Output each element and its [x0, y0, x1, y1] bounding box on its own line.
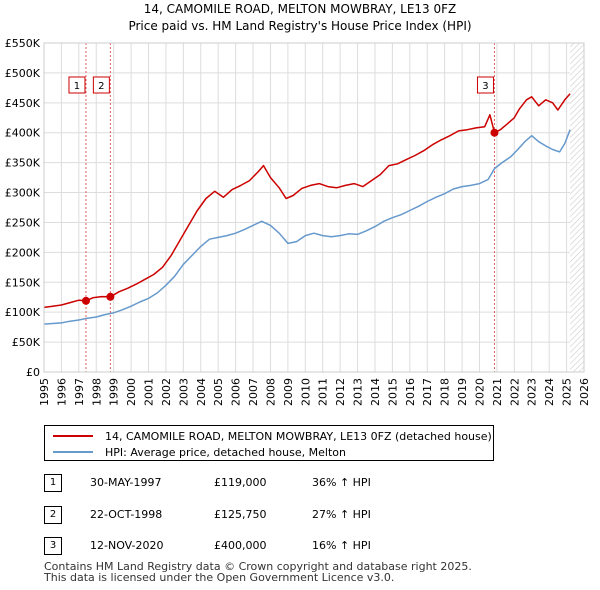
- footer: Contains HM Land Registry data © Crown c…: [44, 561, 472, 583]
- x-tick-label: 2010: [299, 378, 312, 406]
- x-tick-label: 2004: [195, 378, 208, 406]
- x-tick-label: 2013: [352, 378, 365, 406]
- forecast-hatch: [570, 43, 584, 372]
- sale-label-box: [92, 76, 110, 94]
- x-tick-label: 2011: [317, 378, 330, 406]
- footer-licence: This data is licensed under the Open Gov…: [44, 571, 395, 584]
- sale-price: £125,750: [214, 508, 267, 521]
- y-tick-label: £50K: [12, 336, 41, 349]
- x-tick-label: 2018: [439, 378, 452, 406]
- x-tick-label: 2017: [421, 378, 434, 406]
- sale-row: 2 22-OCT-1998 £125,750 27% ↑ HPI: [44, 506, 584, 524]
- x-tick-label: 2026: [578, 378, 591, 406]
- y-tick-label: £150K: [5, 276, 41, 289]
- x-tick-label: 2019: [456, 378, 469, 406]
- x-tick-label: 2025: [561, 378, 574, 406]
- x-tick-label: 1996: [55, 378, 68, 406]
- y-tick-label: £400K: [5, 127, 41, 140]
- sale-number-badge: 1: [44, 474, 62, 492]
- legend: 14, CAMOMILE ROAD, MELTON MOWBRAY, LE13 …: [44, 425, 494, 461]
- x-tick-label: 2020: [473, 378, 486, 406]
- x-tick-label: 2023: [526, 378, 539, 406]
- sale-date: 30-MAY-1997: [90, 476, 162, 489]
- sale-date: 22-OCT-1998: [90, 508, 163, 521]
- legend-swatch-hpi: [53, 451, 93, 453]
- plot-border: [43, 42, 585, 373]
- x-tick-label: 2022: [508, 378, 521, 406]
- legend-label-hpi: HPI: Average price, detached house, Melt…: [105, 445, 346, 459]
- x-tick-label: 1995: [38, 378, 51, 406]
- hpi-line: [43, 129, 571, 325]
- x-tick-label: 2000: [125, 378, 138, 406]
- plot-area: [44, 43, 584, 372]
- y-tick-label: £300K: [5, 187, 41, 200]
- legend-swatch-property: [53, 435, 93, 437]
- footer-copyright: Contains HM Land Registry data © Crown c…: [44, 560, 472, 573]
- x-tick-label: 1998: [90, 378, 103, 406]
- chart-title: 14, CAMOMILE ROAD, MELTON MOWBRAY, LE13 …: [143, 2, 457, 16]
- x-tick-label: 2016: [404, 378, 417, 406]
- sale-price: £400,000: [214, 539, 267, 552]
- x-tick-label: 2006: [230, 378, 243, 406]
- sale-date: 12-NOV-2020: [90, 539, 164, 552]
- x-tick-label: 2003: [177, 378, 190, 406]
- y-tick-label: £450K: [5, 97, 41, 110]
- price-chart: 1 2 3 £0 £50K £100K £150K £200K £250K £300K £350K…: [5, 37, 591, 406]
- y-tick-label: £0: [26, 366, 40, 379]
- property-price-line: [43, 93, 571, 309]
- x-tick-label: 2024: [543, 378, 556, 406]
- sale-label-box: [476, 76, 494, 94]
- x-tick-label: 2005: [212, 378, 225, 406]
- x-tick-label: 2007: [247, 378, 260, 406]
- x-tick-label: 2008: [264, 378, 277, 406]
- x-tick-label: 2001: [143, 378, 156, 406]
- sale-hpi-change: 36% ↑ HPI: [312, 476, 371, 489]
- sale-row: 1 30-MAY-1997 £119,000 36% ↑ HPI: [44, 474, 584, 492]
- y-tick-label: £500K: [5, 67, 41, 80]
- x-tick-label: 1997: [73, 378, 86, 406]
- sale-point: [490, 128, 499, 137]
- legend-item-hpi: HPI: Average price, detached house, Melt…: [53, 444, 346, 460]
- sale-label-box: [68, 76, 86, 94]
- y-tick-label: £250K: [5, 216, 41, 229]
- sale-point: [81, 296, 90, 305]
- x-tick-label: 2014: [369, 378, 382, 406]
- sale-label-number: 1: [74, 81, 80, 92]
- legend-label-property: 14, CAMOMILE ROAD, MELTON MOWBRAY, LE13 …: [105, 429, 492, 443]
- y-tick-label: £550K: [5, 37, 41, 50]
- sale-hpi-change: 16% ↑ HPI: [312, 539, 371, 552]
- x-tick-label: 2021: [491, 378, 504, 406]
- y-tick-label: £200K: [5, 246, 41, 259]
- legend-item-property: 14, CAMOMILE ROAD, MELTON MOWBRAY, LE13 …: [53, 428, 492, 444]
- sale-number-badge: 3: [44, 537, 62, 555]
- y-tick-label: £350K: [5, 157, 41, 170]
- x-tick-label: 2015: [386, 378, 399, 406]
- y-tick-label: £100K: [5, 306, 41, 319]
- sale-price: £119,000: [214, 476, 267, 489]
- x-tick-label: 1999: [108, 378, 121, 406]
- chart-subtitle: Price paid vs. HM Land Registry's House …: [128, 19, 472, 33]
- sale-label-number: 3: [482, 81, 488, 92]
- sale-number-badge: 2: [44, 506, 62, 524]
- x-tick-label: 2012: [334, 378, 347, 406]
- x-tick-label: 2002: [160, 378, 173, 406]
- sale-point: [106, 292, 115, 301]
- sale-hpi-change: 27% ↑ HPI: [312, 508, 371, 521]
- sale-row: 3 12-NOV-2020 £400,000 16% ↑ HPI: [44, 537, 584, 555]
- sale-label-number: 2: [98, 81, 104, 92]
- x-tick-label: 2009: [282, 378, 295, 406]
